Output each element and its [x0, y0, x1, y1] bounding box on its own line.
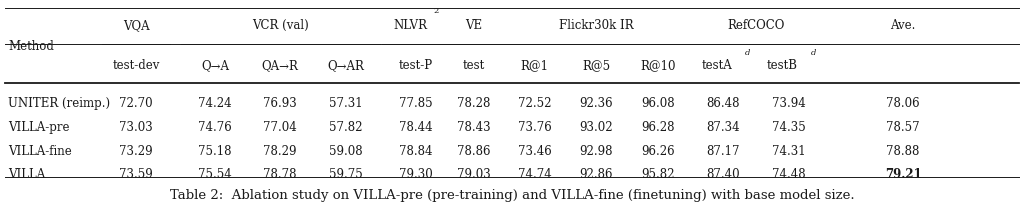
Text: test-dev: test-dev	[113, 59, 160, 71]
Text: 79.30: 79.30	[399, 168, 432, 180]
Text: 78.84: 78.84	[399, 144, 432, 157]
Text: R@1: R@1	[520, 59, 549, 71]
Text: 77.85: 77.85	[399, 97, 432, 109]
Text: d: d	[744, 49, 751, 56]
Text: 74.74: 74.74	[518, 168, 551, 180]
Text: 78.43: 78.43	[458, 120, 490, 133]
Text: 87.17: 87.17	[707, 144, 739, 157]
Text: 93.02: 93.02	[580, 120, 612, 133]
Text: VQA: VQA	[123, 19, 150, 32]
Text: 92.98: 92.98	[580, 144, 612, 157]
Text: VE: VE	[466, 19, 482, 32]
Text: 78.29: 78.29	[263, 144, 296, 157]
Text: 96.26: 96.26	[642, 144, 675, 157]
Text: 78.86: 78.86	[458, 144, 490, 157]
Text: test: test	[463, 59, 485, 71]
Text: QA→R: QA→R	[261, 59, 298, 71]
Text: 73.03: 73.03	[120, 120, 153, 133]
Text: VILLA: VILLA	[8, 168, 45, 180]
Text: VILLA-fine: VILLA-fine	[8, 144, 72, 157]
Text: NLVR: NLVR	[393, 19, 428, 32]
Text: UNITER (reimp.): UNITER (reimp.)	[8, 97, 111, 109]
Text: 73.29: 73.29	[120, 144, 153, 157]
Text: 72.70: 72.70	[120, 97, 153, 109]
Text: testB: testB	[767, 59, 798, 71]
Text: 87.40: 87.40	[707, 168, 739, 180]
Text: VCR (val): VCR (val)	[252, 19, 309, 32]
Text: 59.08: 59.08	[330, 144, 362, 157]
Text: 74.24: 74.24	[199, 97, 231, 109]
Text: VILLA-pre: VILLA-pre	[8, 120, 70, 133]
Text: RefCOCO: RefCOCO	[727, 19, 784, 32]
Text: Method: Method	[8, 40, 54, 53]
Text: test-P: test-P	[398, 59, 433, 71]
Text: 78.44: 78.44	[399, 120, 432, 133]
Text: 87.34: 87.34	[707, 120, 739, 133]
Text: Flickr30k IR: Flickr30k IR	[559, 19, 634, 32]
Text: d: d	[810, 49, 816, 56]
Text: Table 2:  Ablation study on VILLA-pre (pre-training) and VILLA-fine (finetuning): Table 2: Ablation study on VILLA-pre (pr…	[170, 188, 854, 201]
Text: R@5: R@5	[582, 59, 610, 71]
Text: 74.35: 74.35	[772, 120, 805, 133]
Text: 57.82: 57.82	[330, 120, 362, 133]
Text: 76.93: 76.93	[263, 97, 296, 109]
Text: R@10: R@10	[641, 59, 676, 71]
Text: 73.46: 73.46	[518, 144, 551, 157]
Text: 96.28: 96.28	[642, 120, 675, 133]
Text: 95.82: 95.82	[642, 168, 675, 180]
Text: Q→A: Q→A	[201, 59, 229, 71]
Text: testA: testA	[701, 59, 732, 71]
Text: 78.78: 78.78	[263, 168, 296, 180]
Text: 74.48: 74.48	[772, 168, 805, 180]
Text: 78.88: 78.88	[887, 144, 920, 157]
Text: 86.48: 86.48	[707, 97, 739, 109]
Text: 72.52: 72.52	[518, 97, 551, 109]
Text: 57.31: 57.31	[330, 97, 362, 109]
Text: 78.06: 78.06	[887, 97, 920, 109]
Text: 92.36: 92.36	[580, 97, 612, 109]
Text: 73.94: 73.94	[772, 97, 805, 109]
Text: 78.57: 78.57	[887, 120, 920, 133]
Text: 75.54: 75.54	[199, 168, 231, 180]
Text: 79.21: 79.21	[885, 168, 922, 180]
Text: 59.75: 59.75	[330, 168, 362, 180]
Text: Ave.: Ave.	[891, 19, 915, 32]
Text: 77.04: 77.04	[263, 120, 296, 133]
Text: 73.76: 73.76	[518, 120, 551, 133]
Text: 79.03: 79.03	[458, 168, 490, 180]
Text: 78.28: 78.28	[458, 97, 490, 109]
Text: 74.76: 74.76	[199, 120, 231, 133]
Text: Q→AR: Q→AR	[328, 59, 365, 71]
Text: 75.18: 75.18	[199, 144, 231, 157]
Text: 73.59: 73.59	[120, 168, 153, 180]
Text: 74.31: 74.31	[772, 144, 805, 157]
Text: 92.86: 92.86	[580, 168, 612, 180]
Text: 2: 2	[433, 7, 439, 15]
Text: 96.08: 96.08	[642, 97, 675, 109]
